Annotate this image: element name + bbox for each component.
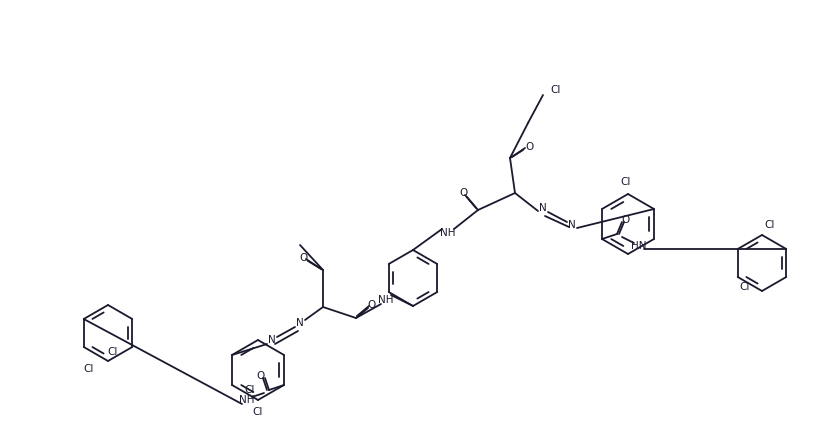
Text: N: N [538,203,546,213]
Text: N: N [268,335,276,345]
Text: Cl: Cl [252,407,263,417]
Text: O: O [620,215,629,225]
Text: Cl: Cl [108,347,118,357]
Text: O: O [459,188,467,198]
Text: NH: NH [239,395,254,405]
Text: Cl: Cl [84,364,94,374]
Text: Cl: Cl [620,177,630,187]
Text: N: N [568,220,575,230]
Text: Cl: Cl [739,282,749,292]
Text: O: O [368,300,375,310]
Text: HN: HN [630,241,646,251]
Text: NH: NH [378,295,393,305]
Text: NH: NH [440,228,456,238]
Text: O: O [257,371,265,381]
Text: Cl: Cl [763,220,773,230]
Text: O: O [525,142,533,152]
Text: Cl: Cl [549,85,560,95]
Text: N: N [296,318,303,328]
Text: Cl: Cl [244,385,254,395]
Text: O: O [299,253,308,263]
